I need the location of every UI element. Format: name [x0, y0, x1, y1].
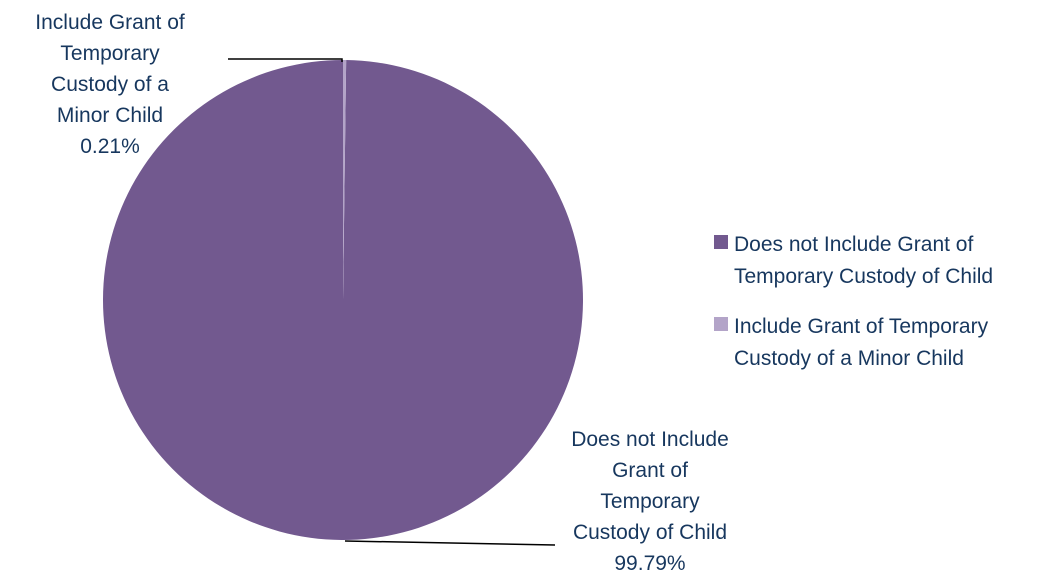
leader-line-does-not-include [344, 540, 556, 546]
data-label-line: Does not Include [571, 428, 729, 451]
pie-slice-include [343, 60, 347, 300]
legend-label-line: Custody of a Minor Child [734, 347, 964, 370]
data-label-include: Include Grant of Temporary Custody of a Min… [35, 11, 185, 158]
legend-label-does-not-include: Does not Include Grant of Temporary Custo… [734, 233, 993, 288]
data-labels: Does not Include Grant of Temporary Custody… [35, 11, 729, 575]
data-label-line: 99.79% [614, 552, 685, 575]
data-label-line: Custody of a [51, 73, 169, 96]
pie-slice-does-not-include [102, 60, 583, 540]
data-label-line: 0.21% [80, 135, 140, 158]
legend-label-include: Include Grant of Temporary Custody of a M… [734, 315, 989, 370]
legend-label-line: Does not Include Grant of [734, 233, 973, 256]
legend: Does not Include Grant of Temporary Custo… [714, 233, 993, 370]
legend-swatch-does-not-include [714, 235, 728, 249]
leader-lines [228, 58, 556, 546]
data-label-line: Custody of Child [573, 521, 727, 544]
data-label-line: Include Grant of [35, 11, 185, 34]
pie-slices [102, 60, 583, 540]
legend-label-line: Include Grant of Temporary [734, 315, 989, 338]
data-label-line: Temporary [600, 490, 700, 513]
data-label-line: Grant of [612, 459, 688, 482]
data-label-does-not-include: Does not Include Grant of Temporary Custody… [571, 428, 729, 575]
leader-line-include [228, 58, 343, 62]
data-label-line: Temporary [60, 42, 160, 65]
legend-swatch-include [714, 317, 728, 331]
legend-label-line: Temporary Custody of Child [734, 265, 993, 288]
data-label-line: Minor Child [57, 104, 163, 127]
